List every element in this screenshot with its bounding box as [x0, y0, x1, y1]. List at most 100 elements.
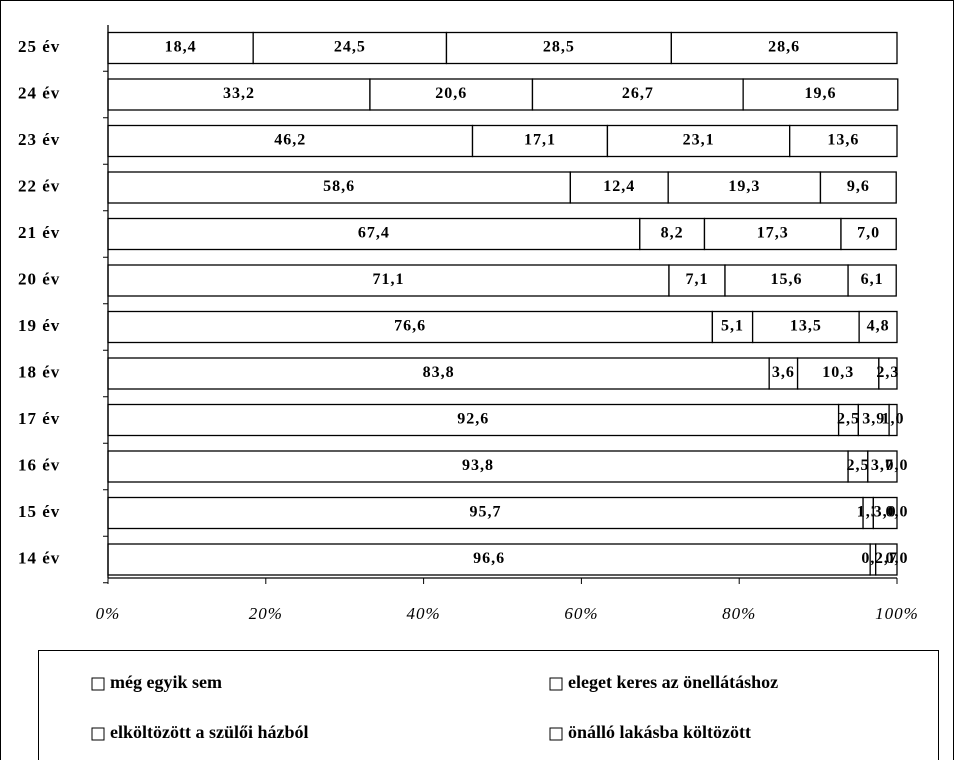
value-label: 7,0	[857, 225, 880, 242]
value-label: 0,0	[886, 504, 909, 521]
bar-segment	[724, 264, 849, 297]
x-tick-label: 60%	[564, 604, 598, 623]
value-label: 5,1	[721, 318, 744, 335]
bar-segment	[107, 124, 474, 158]
value-label: 12,4	[603, 178, 635, 195]
bar-segment	[888, 403, 898, 437]
value-label: 67,4	[358, 225, 390, 242]
legend-swatch	[91, 727, 105, 741]
bar-segment	[107, 403, 840, 437]
value-label: 13,5	[790, 318, 822, 335]
value-label: 3,0	[874, 504, 897, 521]
value-label: 28,5	[543, 39, 575, 56]
value-label: 0,0	[886, 550, 909, 567]
value-label: 23,1	[683, 132, 715, 149]
value-label: 83,8	[423, 364, 455, 381]
bar-segment	[858, 310, 898, 344]
legend-label: eleget keres az önellátáshoz	[568, 672, 778, 692]
x-tick-label: 40%	[407, 604, 441, 623]
legend-label: önálló lakásba költözött	[568, 722, 751, 742]
bar-segment	[670, 31, 898, 65]
value-label: 58,6	[323, 178, 355, 195]
category-label: 23 év	[18, 130, 60, 149]
value-label: 20,6	[435, 85, 467, 102]
legend-swatch	[91, 677, 105, 691]
value-label: 18,4	[165, 39, 197, 56]
category-label: 15 év	[18, 502, 60, 521]
x-tick-label: 100%	[875, 604, 919, 623]
bar-segment	[768, 357, 799, 390]
category-label: 14 év	[18, 548, 60, 567]
bar-segment	[668, 264, 726, 297]
bar-segment	[107, 264, 670, 297]
value-label: 2,3	[876, 364, 899, 381]
value-label: 7,1	[685, 271, 708, 288]
value-label: 46,2	[274, 132, 306, 149]
value-label: 95,7	[470, 504, 502, 521]
x-tick-label: 0%	[96, 604, 121, 623]
value-label: 93,8	[462, 457, 494, 474]
bar-segment	[751, 310, 860, 344]
value-label: 0,0	[886, 457, 909, 474]
bar-segment	[878, 357, 898, 390]
value-label: 2,5	[846, 457, 869, 474]
x-tick-label: 80%	[722, 604, 756, 623]
value-label: 17,1	[524, 132, 556, 149]
value-label: 24,5	[334, 39, 366, 56]
value-label: 2,7	[875, 550, 898, 567]
bar-segment	[445, 31, 672, 65]
bar-segment	[471, 124, 609, 158]
bar-segment	[606, 124, 791, 158]
value-label: 6,1	[861, 271, 884, 288]
legend-label: még egyik sem	[110, 672, 222, 692]
value-label: 19,3	[728, 178, 760, 195]
x-tick-label: 20%	[249, 604, 283, 623]
legend-swatch	[549, 727, 563, 741]
value-label: 9,6	[847, 178, 870, 195]
legend-box	[38, 650, 939, 760]
bar-segment	[819, 171, 897, 204]
category-label: 18 év	[18, 362, 60, 381]
bar-segment	[252, 31, 448, 65]
value-label: 96,6	[473, 550, 505, 567]
value-label: 3,7	[871, 457, 894, 474]
category-label: 24 év	[18, 83, 60, 102]
bar-segment	[107, 310, 714, 344]
bar-segment	[639, 217, 706, 251]
value-label: 3,9	[862, 411, 885, 428]
bar-segment	[107, 543, 871, 576]
value-label: 71,1	[372, 271, 404, 288]
value-label: 13,6	[827, 132, 859, 149]
bar-segment	[107, 217, 641, 251]
bar-segment	[742, 78, 899, 111]
category-label: 20 év	[18, 269, 60, 288]
legend-swatch	[549, 677, 563, 691]
value-label: 4,8	[867, 318, 890, 335]
category-label: 22 év	[18, 176, 60, 195]
value-label: 28,6	[768, 39, 800, 56]
bar-segment	[867, 450, 898, 483]
category-label: 17 év	[18, 409, 60, 428]
legend-label: elköltözött a szülői házból	[110, 722, 309, 742]
value-label: 33,2	[223, 85, 255, 102]
bar-segment	[667, 171, 822, 204]
bar-segment	[872, 496, 898, 530]
bar-segment	[789, 124, 898, 158]
value-label: 15,6	[771, 271, 803, 288]
value-label: 92,6	[457, 411, 489, 428]
bar-segment	[847, 264, 897, 297]
bar-segment	[107, 450, 849, 483]
value-label: 76,6	[394, 318, 426, 335]
value-label: 3,6	[772, 364, 795, 381]
bar-segment	[875, 543, 898, 576]
category-label: 25 év	[18, 37, 60, 56]
value-label: 1,0	[882, 411, 905, 428]
category-label: 16 év	[18, 455, 60, 474]
bar-segment	[107, 496, 864, 530]
bar-segment	[369, 78, 534, 111]
value-label: 19,6	[804, 85, 836, 102]
value-label: 17,3	[757, 225, 789, 242]
value-label: 2,5	[837, 411, 860, 428]
value-label: 26,7	[622, 85, 654, 102]
